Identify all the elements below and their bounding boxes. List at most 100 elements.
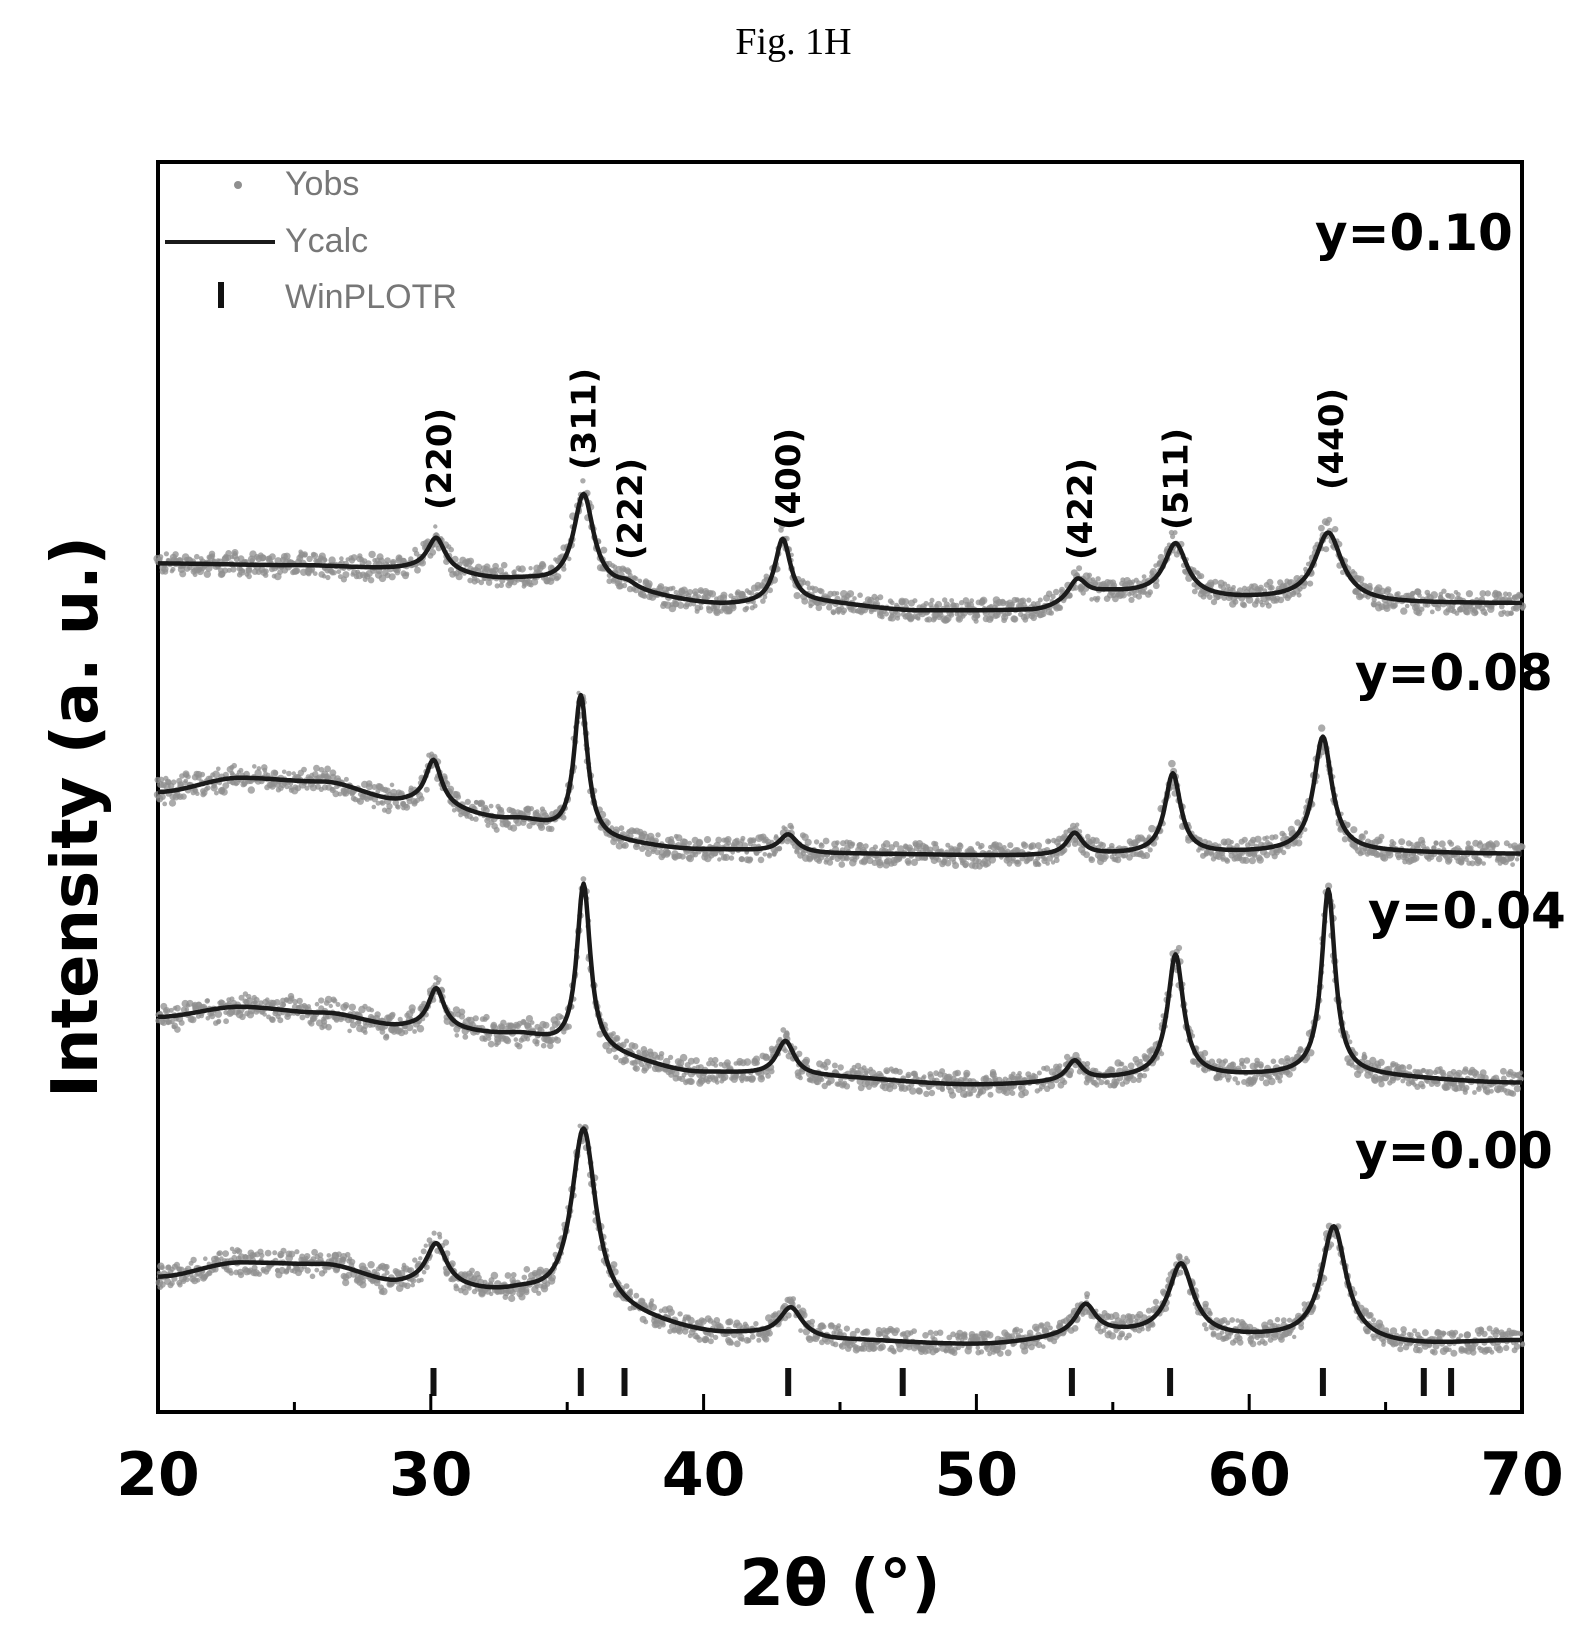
observed-point [389,782,395,788]
observed-point [621,841,629,849]
observed-point [380,1287,388,1296]
observed-point [485,822,491,828]
observed-point [299,1014,306,1021]
observed-point [249,557,255,564]
observed-point [1262,588,1268,593]
observed-point [174,1004,181,1012]
observed-point [229,996,235,1002]
observed-point [214,790,219,796]
observed-point [1036,862,1042,868]
observed-point [838,861,846,868]
observed-point [978,599,986,607]
observed-point [542,1021,550,1029]
observed-point [973,618,979,624]
observed-point [231,762,237,769]
observed-point [633,1292,640,1299]
observed-point [185,774,191,780]
observed-point [536,1290,542,1296]
observed-point [508,1294,516,1303]
observed-point [776,845,783,852]
observed-point [549,574,556,581]
observed-point [514,1023,521,1030]
observed-point [1368,586,1373,592]
observed-point [419,1277,424,1283]
observed-point [714,1080,720,1085]
observed-point [321,573,327,579]
observed-point [1510,1090,1517,1097]
observed-point [1243,1057,1251,1064]
observed-point [1471,607,1478,614]
observed-point [547,1042,554,1050]
observed-point [306,1004,312,1009]
observed-point [1191,588,1198,595]
observed-point [184,1277,190,1283]
observed-point [831,1062,838,1069]
observed-point [1212,578,1219,585]
observed-point [304,785,310,791]
observed-point [681,838,689,847]
observed-point [975,613,981,619]
observed-point [1461,1068,1469,1075]
observed-point [824,1058,831,1066]
observed-point [1412,854,1420,862]
observed-point [923,1090,930,1098]
observed-point [325,1023,332,1031]
observed-point [762,1336,770,1343]
observed-point [1395,591,1401,596]
observed-point [394,569,401,576]
series-y=0.00: y=0.00 [155,1122,1553,1357]
observed-point [1095,576,1101,582]
observed-point [336,569,342,575]
observed-point [518,565,526,573]
observed-point [1514,857,1520,862]
observed-point [815,604,823,612]
observed-point [247,786,255,794]
observed-point [801,597,809,605]
observed-point [1141,574,1147,579]
observed-point [314,1001,320,1007]
observed-point [1272,834,1279,840]
observed-point [220,788,228,796]
observed-point [798,1328,803,1333]
observed-point [548,825,555,833]
observed-point [819,842,824,847]
observed-point [708,590,717,598]
observed-point [529,1020,535,1025]
observed-point [159,1265,165,1271]
observed-point [222,782,230,789]
observed-point [1513,1085,1521,1093]
observed-point [467,557,475,565]
observed-point [668,1054,674,1060]
observed-point [404,803,409,809]
observed-point [368,550,376,559]
observed-point [414,566,421,574]
observed-point [455,794,462,800]
observed-point [420,1248,427,1255]
observed-point [157,556,163,563]
observed-point [263,572,269,578]
observed-point [306,555,313,563]
observed-point [1232,599,1239,605]
observed-point [753,1321,759,1327]
observed-point [790,1296,796,1302]
observed-point [819,1077,825,1083]
observed-point [1383,588,1391,595]
observed-point [1264,835,1270,840]
observed-point [1499,603,1505,610]
observed-point [313,764,320,772]
observed-point [1040,611,1047,618]
observed-point [636,1049,642,1055]
observed-point [1152,582,1160,590]
observed-point [214,1010,223,1018]
observed-point [692,588,699,596]
observed-point [1489,1088,1494,1094]
observed-point [963,1072,970,1078]
observed-point [1518,1070,1524,1076]
observed-point [323,557,328,563]
observed-point [942,597,948,603]
observed-point [926,616,933,623]
observed-point [1128,596,1135,604]
observed-point [1456,592,1461,597]
observed-point [538,824,546,831]
observed-point [707,1338,714,1345]
